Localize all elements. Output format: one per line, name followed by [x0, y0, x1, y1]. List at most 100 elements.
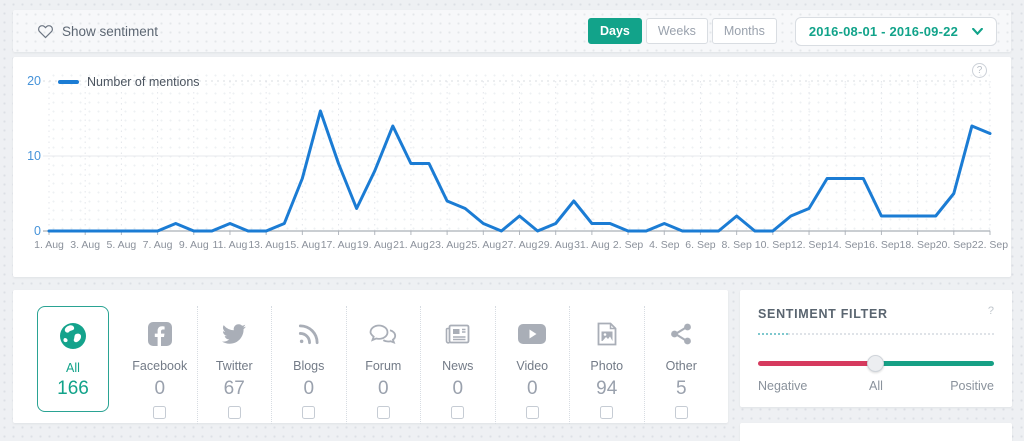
svg-text:2. Sep: 2. Sep [613, 239, 644, 251]
source-checkbox-facebook[interactable] [153, 406, 167, 419]
date-range-select[interactable]: 2016-08-01 - 2016-09-22 [794, 16, 997, 46]
dotted-divider [758, 333, 994, 335]
source-checkbox-photo[interactable] [600, 406, 614, 419]
legend-label: Number of mentions [87, 75, 200, 89]
svg-text:15. Aug: 15. Aug [285, 239, 321, 251]
sources-filter-panel: All 166 Facebook 0 Twitter 67 [13, 290, 728, 424]
svg-text:5. Aug: 5. Aug [106, 239, 136, 251]
source-count: 0 [303, 378, 315, 399]
svg-text:20. Sep: 20. Sep [936, 239, 972, 251]
source-checkbox-news[interactable] [451, 406, 465, 419]
slider-label-positive: Positive [950, 379, 994, 393]
svg-text:11. Aug: 11. Aug [213, 239, 248, 251]
source-card-news[interactable]: News 0 [420, 306, 495, 424]
source-card-forum[interactable]: Forum 0 [345, 306, 421, 424]
source-checkbox-forum[interactable] [376, 406, 390, 419]
svg-text:12. Sep: 12. Sep [791, 239, 827, 251]
source-checkbox-other[interactable] [674, 406, 688, 419]
svg-text:8. Sep: 8. Sep [721, 239, 752, 251]
svg-text:23. Aug: 23. Aug [429, 239, 465, 251]
svg-text:7. Aug: 7. Aug [143, 239, 173, 251]
next-panel-partial [740, 423, 1012, 441]
photo-icon [570, 318, 644, 350]
sentiment-slider-handle[interactable] [867, 355, 884, 372]
granularity-days-button[interactable]: Days [587, 18, 642, 44]
sentiment-slider-track[interactable] [758, 361, 994, 366]
svg-text:25. Aug: 25. Aug [465, 239, 501, 251]
source-count: 0 [377, 378, 389, 399]
source-label: Facebook [132, 359, 188, 373]
source-count: 0 [452, 378, 464, 399]
source-count: 67 [223, 378, 245, 399]
source-count: 0 [154, 378, 166, 399]
source-card-all[interactable]: All 166 [37, 306, 109, 412]
svg-text:9. Aug: 9. Aug [179, 239, 209, 251]
rss-icon [272, 318, 346, 350]
sentiment-help-icon[interactable]: ? [987, 305, 994, 317]
svg-text:4. Sep: 4. Sep [649, 239, 680, 251]
svg-text:29. Aug: 29. Aug [538, 239, 574, 251]
chart-help-icon[interactable]: ? [972, 63, 987, 78]
svg-text:10: 10 [27, 149, 41, 163]
source-card-other[interactable]: Other 5 [643, 306, 719, 424]
source-label: Blogs [293, 359, 325, 373]
facebook-icon [123, 318, 197, 350]
source-count: 94 [596, 378, 618, 399]
source-card-blogs[interactable]: Blogs 0 [271, 306, 346, 424]
source-checkbox-video[interactable] [525, 406, 539, 419]
svg-text:31. Aug: 31. Aug [574, 239, 610, 251]
source-checkbox-blogs[interactable] [302, 406, 316, 419]
mentions-line-chart[interactable]: 1. Aug 3. Aug 5. Aug 7. Aug 9. Aug 11. Aug 13.… [13, 57, 1011, 277]
svg-text:19. Aug: 19. Aug [357, 239, 393, 251]
chart-legend: Number of mentions [58, 75, 200, 89]
svg-text:27. Aug: 27. Aug [502, 239, 538, 251]
toolbar-controls: Days Weeks Months 2016-08-01 - 2016-09-2… [584, 16, 997, 46]
svg-text:10. Sep: 10. Sep [755, 239, 791, 251]
source-label: All [66, 361, 80, 375]
svg-text:21. Aug: 21. Aug [393, 239, 429, 251]
source-card-photo[interactable]: Photo 94 [569, 306, 644, 424]
svg-text:17. Aug: 17. Aug [321, 239, 357, 251]
source-label: News [442, 359, 474, 373]
play-video-icon [496, 318, 570, 350]
globe-icon [38, 320, 108, 352]
svg-text:20: 20 [27, 74, 41, 88]
twitter-bird-icon [198, 318, 272, 350]
source-card-video[interactable]: Video 0 [494, 306, 570, 424]
granularity-weeks-button[interactable]: Weeks [645, 18, 708, 44]
show-sentiment-label: Show sentiment [62, 23, 159, 39]
source-label: Video [516, 359, 549, 373]
negative-range-bar [758, 361, 876, 366]
slider-label-all: All [869, 379, 883, 393]
source-label: Twitter [215, 359, 253, 373]
svg-text:0: 0 [34, 224, 41, 238]
sentiment-filter-title: SENTIMENT FILTER [758, 307, 888, 321]
source-count: 166 [57, 378, 89, 399]
granularity-months-button[interactable]: Months [711, 18, 777, 44]
svg-text:14. Sep: 14. Sep [827, 239, 863, 251]
source-label: Other [665, 359, 697, 373]
svg-text:6. Sep: 6. Sep [685, 239, 716, 251]
svg-text:1. Aug: 1. Aug [34, 239, 64, 251]
positive-range-bar [876, 361, 994, 366]
chevron-down-icon [972, 27, 983, 35]
svg-text:22. Sep: 22. Sep [972, 239, 1008, 251]
source-label: Forum [365, 359, 402, 373]
toolbar: Show sentiment Days Weeks Months 2016-08… [13, 10, 1011, 52]
source-card-twitter[interactable]: Twitter 67 [196, 306, 272, 424]
source-card-facebook[interactable]: Facebook 0 [123, 306, 197, 424]
svg-text:3. Aug: 3. Aug [70, 239, 100, 251]
date-range-value: 2016-08-01 - 2016-09-22 [808, 23, 958, 39]
newspaper-icon [421, 318, 495, 350]
share-icon [645, 318, 719, 350]
speech-bubble-icon [347, 318, 421, 350]
show-sentiment-toggle[interactable]: Show sentiment [37, 23, 158, 39]
legend-line-swatch [58, 80, 79, 84]
heart-icon [38, 25, 53, 39]
svg-text:18. Sep: 18. Sep [900, 239, 936, 251]
sentiment-slider[interactable] [758, 355, 994, 373]
source-checkbox-twitter[interactable] [227, 406, 241, 419]
slider-label-negative: Negative [758, 379, 808, 393]
source-label: Photo [590, 359, 624, 373]
mentions-chart-panel: 1. Aug 3. Aug 5. Aug 7. Aug 9. Aug 11. Aug 13.… [13, 57, 1011, 277]
